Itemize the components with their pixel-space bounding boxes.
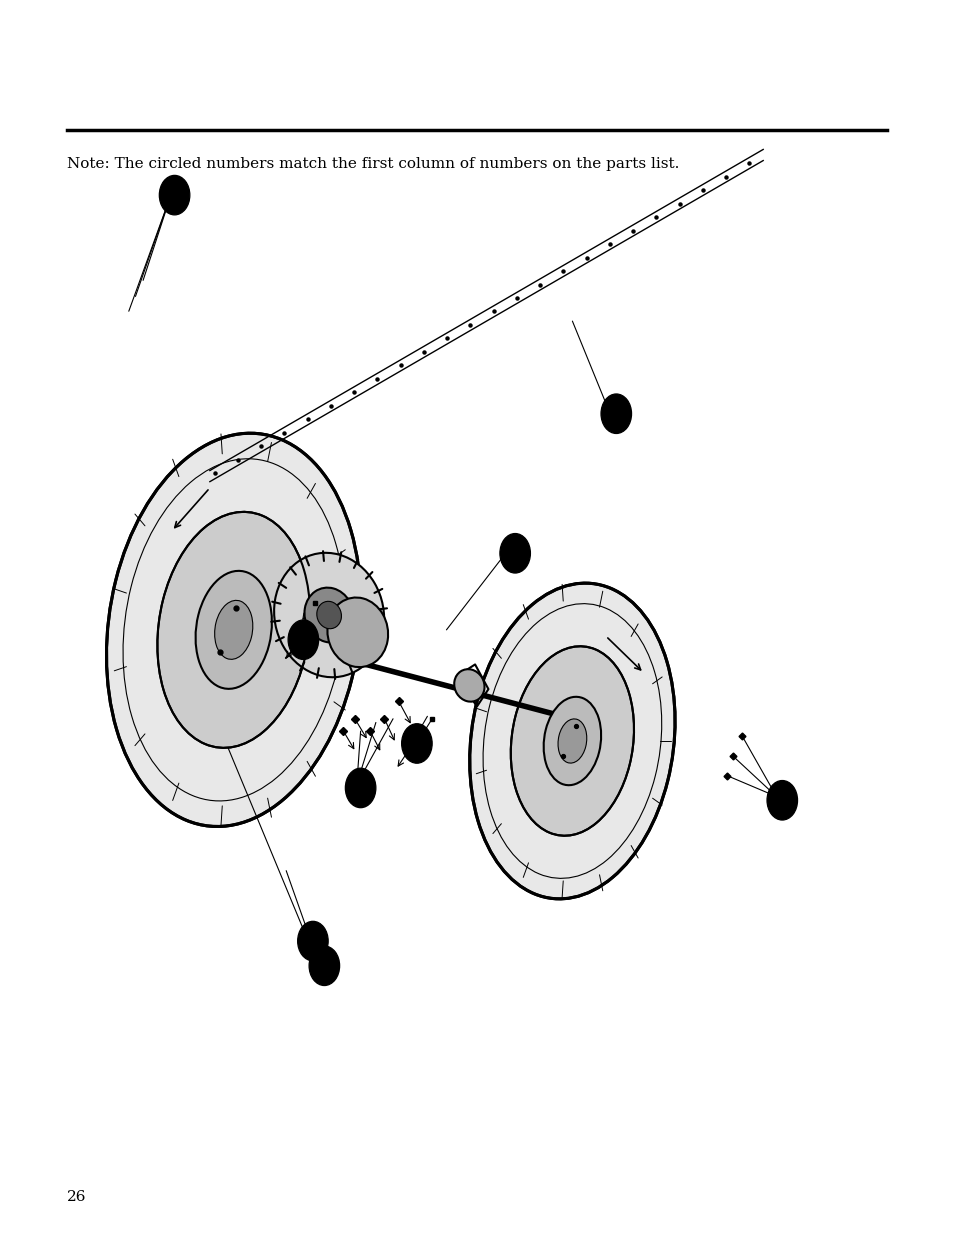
Ellipse shape xyxy=(157,511,310,748)
Ellipse shape xyxy=(274,553,384,677)
Ellipse shape xyxy=(214,600,253,659)
Ellipse shape xyxy=(107,433,360,826)
Text: Note: The circled numbers match the first column of numbers on the parts list.: Note: The circled numbers match the firs… xyxy=(67,157,679,170)
Text: 3: 3 xyxy=(320,961,328,971)
Circle shape xyxy=(297,921,328,961)
Circle shape xyxy=(288,620,318,659)
Circle shape xyxy=(309,946,339,986)
Circle shape xyxy=(600,394,631,433)
Circle shape xyxy=(499,534,530,573)
Ellipse shape xyxy=(454,669,484,701)
Ellipse shape xyxy=(327,598,388,667)
Text: 4: 4 xyxy=(612,409,619,419)
Text: 6: 6 xyxy=(356,783,364,793)
Circle shape xyxy=(766,781,797,820)
Text: 1: 1 xyxy=(511,548,518,558)
Ellipse shape xyxy=(304,588,354,642)
Text: 7: 7 xyxy=(299,635,307,645)
Ellipse shape xyxy=(316,601,341,629)
Ellipse shape xyxy=(510,646,634,836)
Circle shape xyxy=(159,175,190,215)
Ellipse shape xyxy=(469,583,675,899)
Text: 2: 2 xyxy=(309,936,316,946)
Circle shape xyxy=(401,724,432,763)
Ellipse shape xyxy=(558,719,586,763)
Text: 5: 5 xyxy=(778,795,785,805)
Circle shape xyxy=(345,768,375,808)
Text: 7: 7 xyxy=(413,739,420,748)
Text: 5: 5 xyxy=(171,190,178,200)
Ellipse shape xyxy=(543,697,600,785)
Text: 26: 26 xyxy=(67,1191,86,1204)
Ellipse shape xyxy=(195,571,272,689)
